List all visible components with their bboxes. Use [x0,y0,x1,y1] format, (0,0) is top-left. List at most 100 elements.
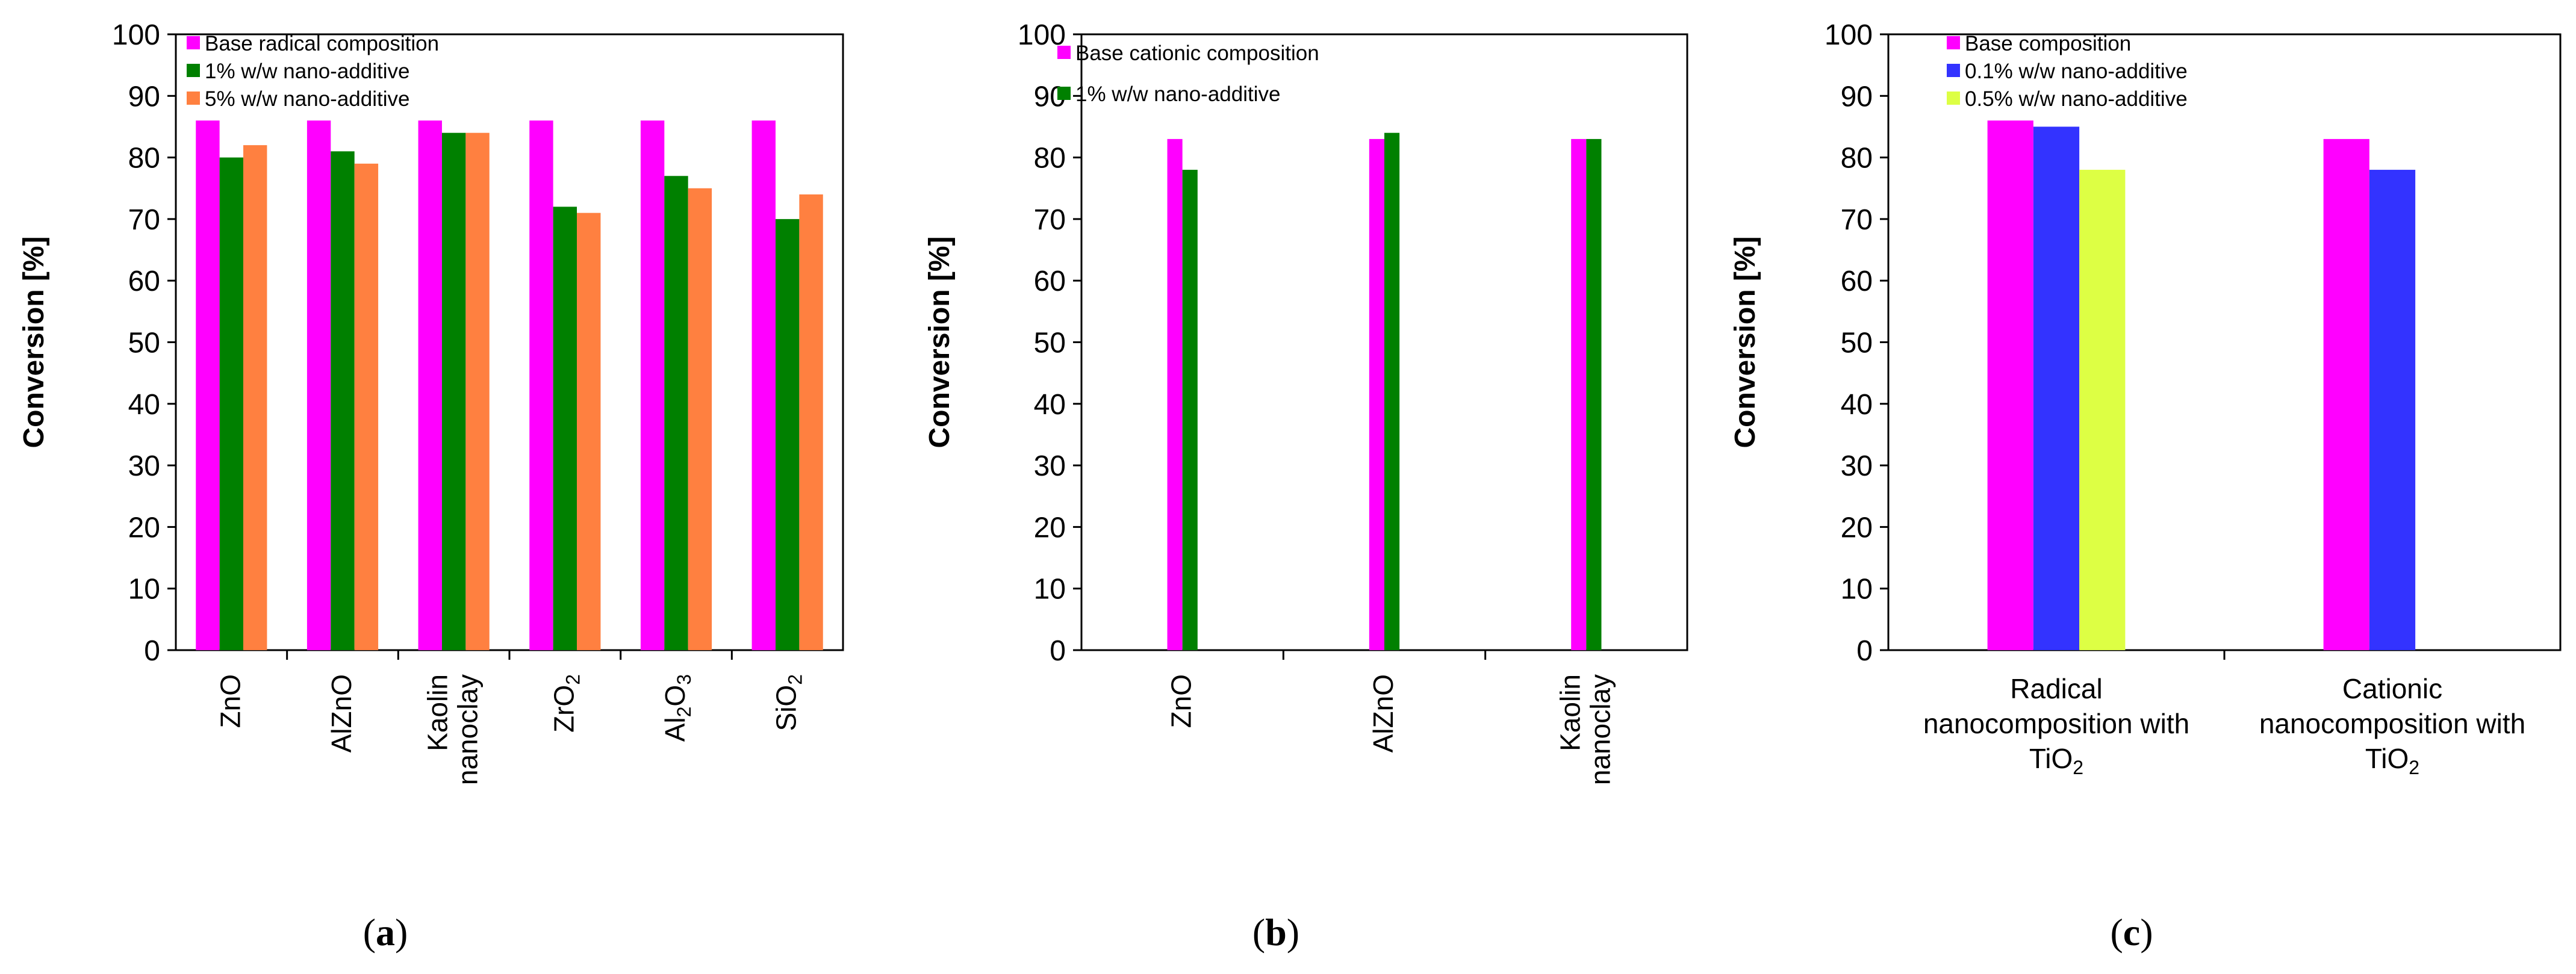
x-category-text: nanocomposition with [2259,708,2525,739]
panel-letter: b [1265,911,1287,954]
x-category-line: Al2O3 [659,674,695,742]
y-tick-label: 40 [1034,389,1066,421]
y-tick-label: 60 [128,265,160,297]
legend-label: 0.1% w/w nano-additive [1965,60,2188,83]
x-category-line: nanoclay [1584,674,1616,785]
bar-1-w-w-nano-additive [664,176,688,650]
bar-0-1-w-w-nano-additive [2033,126,2080,650]
x-category-label: SiO2 [771,674,806,731]
y-tick-label: 30 [1034,450,1066,482]
y-tick-label: 60 [1034,265,1066,297]
x-category-line: nanoclay [452,674,484,785]
bar-5-w-w-nano-additive [243,145,267,650]
bar-1-w-w-nano-additive [1384,132,1400,650]
plot-area [175,33,844,651]
x-category-text: 2 [2409,757,2419,778]
x-category-line: Kaolin [422,674,453,751]
bar-base-cationic-composition [1571,138,1587,650]
x-category-line: nanocomposition with [1923,708,2189,739]
bar-5-w-w-nano-additive [577,212,601,650]
y-tick-label: 60 [1841,265,1873,297]
x-category-text: Radical [2010,673,2102,704]
x-category-text: 2 [2073,757,2083,778]
x-category-text: TiO [2365,743,2409,774]
legend-swatch [187,92,200,105]
bar-0-1-w-w-nano-additive [2369,170,2416,650]
chart-panel-a: 0 10 20 30 40 50 60 70 80 90 100 Conversion [%] ZnO A… [18,19,844,954]
bar-base-radical-composition [306,120,331,651]
legend-label: Base radical composition [205,32,439,55]
y-tick-label: 0 [1050,635,1066,667]
bar-5-w-w-nano-additive [354,163,379,651]
y-tick-label: 50 [1034,327,1066,359]
bar-base-composition [1987,120,2033,651]
y-tick-label: 0 [144,635,160,667]
y-axis-title: Conversion [%] [1729,236,1761,448]
y-tick-label: 70 [128,204,160,236]
y-tick-label: 20 [128,512,160,544]
bar-base-radical-composition [751,120,776,651]
legend-label: Base composition [1965,32,2131,55]
y-axis-title: Conversion [%] [18,236,50,448]
bar-1-w-w-nano-additive [331,151,355,650]
x-category-line: ZnO [1166,674,1197,728]
y-tick-label: 70 [1034,204,1066,236]
bar-base-cationic-composition [1369,138,1384,650]
y-tick-label: 10 [128,574,160,606]
bar-5-w-w-nano-additive [465,132,490,650]
panel-label: (a) [363,911,408,954]
panel-label: (c) [2110,911,2153,954]
legend-label: 1% w/w nano-additive [1075,82,1280,106]
x-category-text: AlZnO [1367,674,1399,752]
x-category-text: O [659,685,691,707]
x-category-text: TiO [2029,743,2073,774]
legend-swatch [187,64,200,77]
y-tick-label: 10 [1841,574,1873,606]
x-category-line: Radical [2010,673,2102,704]
x-category-text: nanoclay [1584,674,1616,785]
legend-swatch [1947,36,1960,49]
x-category-line: ZnO [214,674,246,728]
x-category-text: 2 [562,674,583,685]
legend-swatch [1057,87,1071,100]
legend-label: 1% w/w nano-additive [205,60,409,83]
y-tick-label: 80 [1034,143,1066,175]
x-category-text: ZrO [548,685,579,733]
x-category-line: Cationic [2342,673,2442,704]
x-category-text: Cationic [2342,673,2442,704]
x-category-text: SiO [771,685,802,731]
x-category-line: TiO2 [2365,743,2419,778]
x-category-label: ZnO [1166,674,1197,728]
x-category-text: 2 [785,674,806,685]
x-category-line: Kaolin [1554,674,1585,751]
x-category-text: AlZnO [326,674,357,752]
x-category-line: nanocomposition with [2259,708,2525,739]
y-tick-label: 80 [1841,143,1873,175]
y-tick-label: 20 [1034,512,1066,544]
y-tick-label: 100 [112,19,160,51]
bar-base-radical-composition [640,120,665,651]
y-tick-label: 80 [128,143,160,175]
y-tick-label: 10 [1034,574,1066,606]
y-tick-label: 30 [128,450,160,482]
x-category-label: Radical nanocomposition with TiO2 [1923,673,2189,778]
x-category-label: AlZnO [326,674,357,752]
legend-label: 0.5% w/w nano-additive [1965,87,2188,111]
x-category-line: AlZnO [1367,674,1399,752]
bar-5-w-w-nano-additive [799,194,823,651]
y-tick-label: 50 [128,327,160,359]
x-category-text: ZnO [214,674,246,728]
x-category-label: ZnO [214,674,246,728]
x-category-text: Kaolin [1554,674,1585,751]
bar-base-radical-composition [196,120,220,651]
x-category-line: AlZnO [326,674,357,752]
legend-swatch [1057,46,1071,59]
x-category-text: 2 [673,707,695,718]
x-category-label: Al2O3 [659,674,695,742]
x-category-text: Kaolin [422,674,453,751]
chart-panel-c: 0 10 20 30 40 50 60 70 80 90 100 Conversion [%] Radi… [1729,19,2562,954]
x-category-line: SiO2 [771,674,806,731]
